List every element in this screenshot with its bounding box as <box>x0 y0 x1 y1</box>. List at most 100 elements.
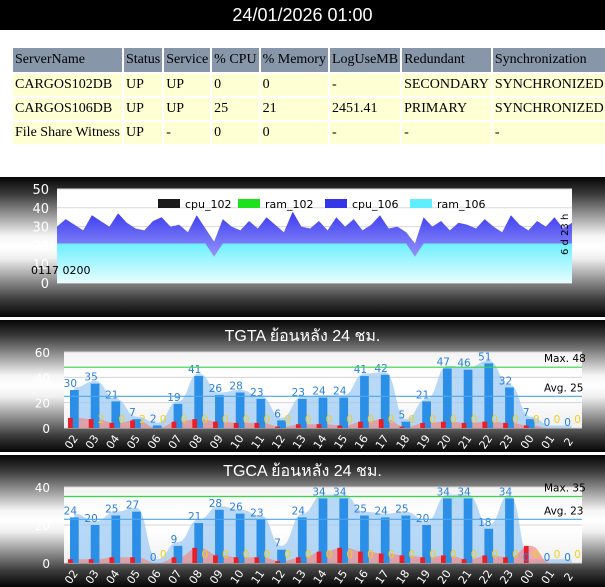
data-label-inner: 0 <box>160 549 167 561</box>
data-label: 34 <box>457 486 471 498</box>
x-tick-label: 04 <box>104 568 123 587</box>
data-label-inner: 0 <box>388 549 395 561</box>
x-tick-label: 05 <box>124 433 143 452</box>
legend-swatch <box>238 199 260 208</box>
x-tick-label: 01 <box>539 568 558 587</box>
data-label-inner: 0 <box>346 414 353 426</box>
data-label: 23 <box>292 387 305 399</box>
legend-swatch <box>158 199 180 208</box>
bar <box>132 419 141 428</box>
data-label-inner: 0 <box>409 414 416 426</box>
x-tick-label: 20 <box>435 433 454 452</box>
data-label: 21 <box>188 511 201 523</box>
column-header: Redundant <box>400 46 493 74</box>
reference-line-label: Avg. 23 <box>544 505 583 517</box>
table-cell: - <box>162 120 213 146</box>
table-cell: 0 <box>258 72 330 98</box>
bar-error <box>130 557 135 563</box>
x-tick-label: 2 <box>561 570 576 583</box>
data-label-inner: 0 <box>388 414 395 426</box>
data-label: 0 <box>544 417 551 429</box>
column-header: Synchronization <box>490 46 605 74</box>
bar <box>505 498 514 563</box>
x-tick-label: 10 <box>228 568 247 587</box>
data-label: 7 <box>274 538 281 550</box>
y-tick-label: 10 <box>32 258 49 273</box>
report-timestamp: 24/01/2026 01:00 <box>0 0 605 30</box>
chart-title: TGCA ย้อนหลัง 24 ชม. <box>223 463 382 480</box>
bar-error <box>399 426 405 428</box>
x-tick-label: 16 <box>352 433 371 452</box>
x-tick-label: 09 <box>207 568 226 587</box>
data-label: 6 <box>274 408 281 420</box>
data-label-inner: 0 <box>409 549 416 561</box>
x-tick-label: 16 <box>352 568 371 587</box>
data-label: 24 <box>312 386 326 398</box>
table-row: CARGOS102DB UP UP 0 0- SECONDARY SYNCHRONIZED <box>11 72 605 98</box>
data-label-inner: 0 <box>201 549 208 561</box>
bar <box>70 390 79 428</box>
bar <box>194 523 204 563</box>
y-tick-label: 40 <box>35 481 50 495</box>
reference-line-label: Max. 35 <box>544 483 586 495</box>
table-cell: SECONDARY <box>400 72 493 98</box>
bar-error <box>358 551 363 563</box>
bar-error <box>295 557 301 563</box>
bar-error <box>68 559 73 563</box>
data-label: 19 <box>167 392 180 404</box>
bar-error <box>523 425 529 428</box>
table-cell: - <box>327 120 403 146</box>
table-cell: - <box>490 120 605 146</box>
y-tick-label: 50 <box>32 183 49 198</box>
bar-error <box>275 561 280 563</box>
x-tick-label: 20 <box>435 568 454 587</box>
y-tick-label: 40 <box>35 371 50 385</box>
table-header-row: ServerName Status Service% CPU% Memory LogU… <box>11 46 605 74</box>
data-label-inner: 0 <box>326 414 333 426</box>
x-tick-label: 14 <box>311 568 330 587</box>
reference-line-label: Avg. 25 <box>544 382 583 394</box>
x-tick-label: 06 <box>145 433 164 452</box>
bar <box>70 517 79 563</box>
data-label-inner: 0 <box>367 549 374 561</box>
table-cell: File Share Witness <box>11 120 124 146</box>
bar-error <box>171 421 177 428</box>
data-label-inner: 0 <box>574 549 581 561</box>
x-tick-label: 08 <box>186 433 205 452</box>
bar <box>442 368 452 428</box>
x-tick-label: 09 <box>207 433 226 452</box>
bar <box>297 398 307 428</box>
data-label-inner: 0 <box>512 414 519 426</box>
y-tick-label: 20 <box>35 519 50 533</box>
data-label-inner: 0 <box>491 549 498 561</box>
bar-error <box>213 421 218 428</box>
table-cell: - <box>327 72 403 98</box>
bar <box>339 498 349 563</box>
data-label-inner: 2 <box>139 414 146 426</box>
data-label: 24 <box>333 386 347 398</box>
data-label: 25 <box>395 504 408 516</box>
bar <box>380 374 390 428</box>
bar-error <box>378 553 384 563</box>
data-label: 24 <box>64 505 78 517</box>
data-label: 25 <box>354 504 367 516</box>
data-label: 2 <box>150 413 157 425</box>
bar <box>256 398 266 428</box>
data-label: 47 <box>437 356 450 368</box>
data-label: 28 <box>209 498 222 510</box>
bar-error <box>254 557 260 563</box>
bar <box>484 363 494 428</box>
legend-swatch <box>410 199 432 208</box>
x-tick-label: 07 <box>166 568 185 587</box>
bar <box>401 421 411 428</box>
bar <box>132 511 141 563</box>
x-tick-label: 04 <box>104 433 123 452</box>
bar <box>194 376 204 428</box>
data-label: 27 <box>126 500 139 512</box>
bar-error <box>358 421 363 428</box>
x-tick-label: 23 <box>497 433 516 452</box>
data-label: 0 <box>564 552 571 564</box>
data-label: 35 <box>84 372 97 384</box>
